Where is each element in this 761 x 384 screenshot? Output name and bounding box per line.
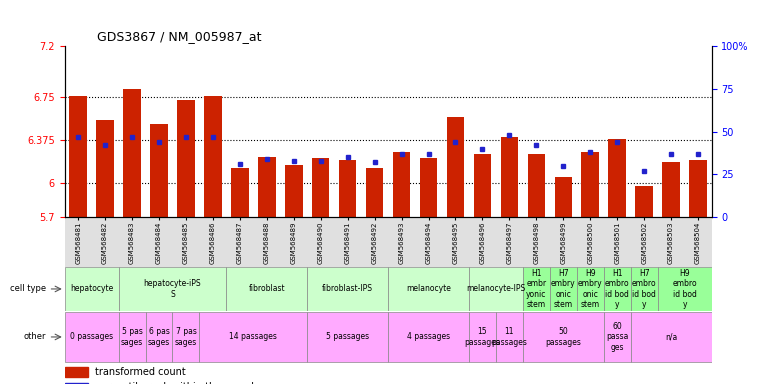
- Text: 6 pas
sages: 6 pas sages: [148, 327, 170, 347]
- Text: melanocyte-IPS: melanocyte-IPS: [466, 285, 526, 293]
- Text: 5 passages: 5 passages: [326, 333, 369, 341]
- Text: 50
passages: 50 passages: [546, 327, 581, 347]
- Bar: [420, 158, 438, 217]
- Bar: [662, 162, 680, 217]
- Text: fibroblast-IPS: fibroblast-IPS: [322, 285, 373, 293]
- Bar: [307, 267, 388, 311]
- Bar: [689, 160, 707, 217]
- Bar: [603, 311, 631, 362]
- Bar: [388, 311, 469, 362]
- Bar: [119, 311, 145, 362]
- Text: transformed count: transformed count: [95, 367, 186, 377]
- Text: H7
embry
onic
stem: H7 embry onic stem: [551, 269, 575, 309]
- Bar: [658, 267, 712, 311]
- Text: H7
embro
id bod
y: H7 embro id bod y: [632, 269, 657, 309]
- Text: 11
passages: 11 passages: [492, 327, 527, 347]
- Bar: [469, 311, 496, 362]
- Bar: [469, 267, 523, 311]
- Bar: [204, 96, 221, 217]
- Bar: [173, 311, 199, 362]
- Text: other: other: [24, 333, 46, 341]
- Text: H9
embry
onic
stem: H9 embry onic stem: [578, 269, 603, 309]
- Text: 0 passages: 0 passages: [70, 333, 113, 341]
- Text: 4 passages: 4 passages: [407, 333, 450, 341]
- Bar: [145, 311, 173, 362]
- Text: H1
embro
id bod
y: H1 embro id bod y: [605, 269, 629, 309]
- Text: hepatocyte: hepatocyte: [70, 285, 113, 293]
- Text: 60
passa
ges: 60 passa ges: [606, 322, 629, 352]
- Text: 7 pas
sages: 7 pas sages: [175, 327, 197, 347]
- Bar: [523, 267, 550, 311]
- Text: percentile rank within the sample: percentile rank within the sample: [95, 382, 260, 384]
- Bar: [366, 168, 384, 217]
- Bar: [577, 267, 603, 311]
- Text: cell type: cell type: [10, 285, 46, 293]
- Bar: [65, 267, 119, 311]
- Text: n/a: n/a: [665, 333, 677, 341]
- Bar: [388, 267, 469, 311]
- Bar: [473, 154, 491, 217]
- Text: H9
embro
id bod
y: H9 embro id bod y: [672, 269, 697, 309]
- Bar: [603, 267, 631, 311]
- Bar: [527, 154, 545, 217]
- Bar: [65, 311, 119, 362]
- Bar: [550, 267, 577, 311]
- Bar: [635, 186, 653, 217]
- Text: fibroblast: fibroblast: [249, 285, 285, 293]
- Text: 5 pas
sages: 5 pas sages: [121, 327, 143, 347]
- Text: GDS3867 / NM_005987_at: GDS3867 / NM_005987_at: [97, 30, 262, 43]
- Bar: [496, 311, 523, 362]
- Bar: [307, 311, 388, 362]
- Text: hepatocyte-iPS
S: hepatocyte-iPS S: [144, 279, 202, 299]
- Bar: [312, 158, 330, 217]
- Bar: [631, 267, 658, 311]
- Text: 14 passages: 14 passages: [229, 333, 277, 341]
- Bar: [393, 152, 410, 217]
- Bar: [555, 177, 572, 217]
- Bar: [631, 311, 712, 362]
- Bar: [285, 165, 303, 217]
- Bar: [97, 120, 114, 217]
- Bar: [609, 139, 626, 217]
- Text: 15
passages: 15 passages: [464, 327, 501, 347]
- Bar: [447, 117, 464, 217]
- Bar: [69, 96, 87, 217]
- Bar: [150, 124, 167, 217]
- Bar: [177, 99, 195, 217]
- Bar: [231, 168, 249, 217]
- Bar: [65, 367, 88, 377]
- Bar: [123, 89, 141, 217]
- Bar: [258, 157, 275, 217]
- Bar: [119, 267, 227, 311]
- Text: melanocyte: melanocyte: [406, 285, 451, 293]
- Bar: [227, 267, 307, 311]
- Text: H1
embr
yonic
stem: H1 embr yonic stem: [526, 269, 546, 309]
- Bar: [581, 152, 599, 217]
- Bar: [65, 382, 88, 384]
- Bar: [501, 137, 518, 217]
- Bar: [523, 311, 603, 362]
- Bar: [199, 311, 307, 362]
- Bar: [339, 160, 356, 217]
